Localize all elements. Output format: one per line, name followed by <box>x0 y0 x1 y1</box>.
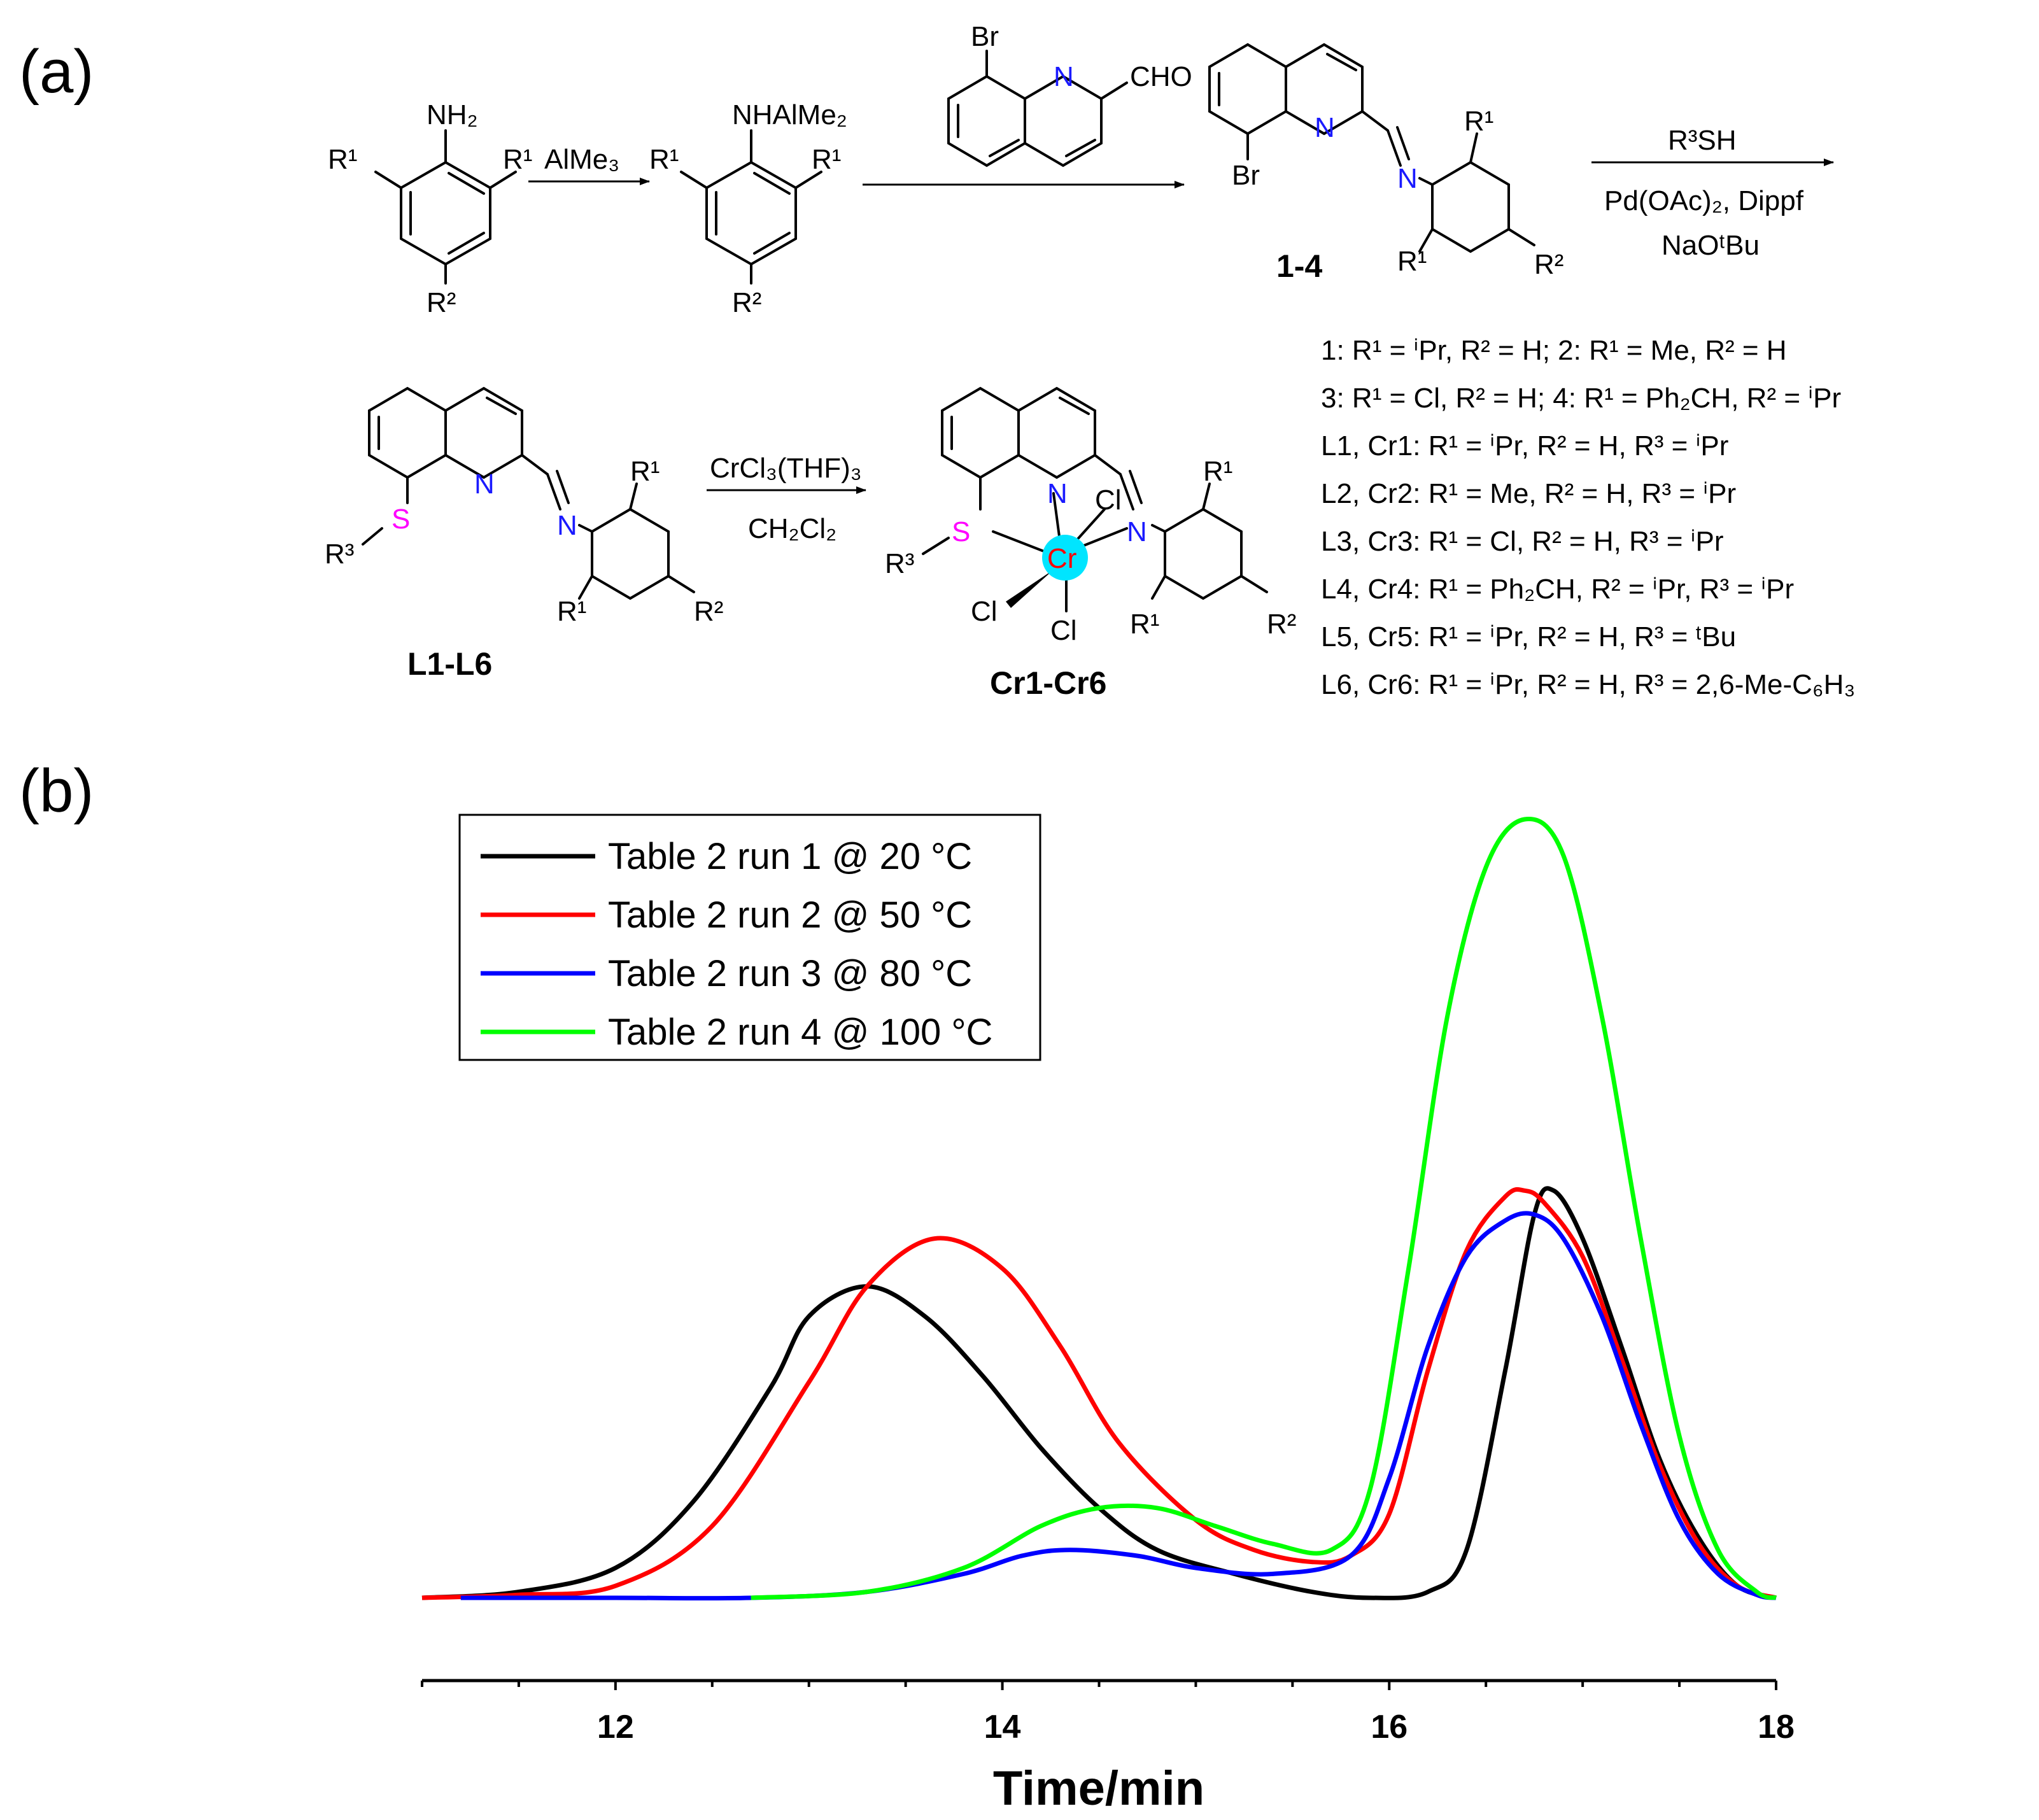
ligand-r3: R³ <box>325 539 354 570</box>
substituent-line-4: L2, Cr2: R¹ = Me, R² = H, R³ = ⁱPr <box>1321 478 1736 509</box>
imine-ring-n: N <box>1315 112 1335 143</box>
x-tick-label: 12 <box>597 1709 634 1746</box>
series-line-2 <box>421 1187 1777 1600</box>
legend-label-3: Table 2 run 3 @ 80 °C <box>608 953 972 994</box>
legend-label-1: Table 2 run 1 @ 20 °C <box>608 836 972 877</box>
imine-n: N <box>1397 163 1418 194</box>
complex-cl-top: Cl <box>1095 484 1122 516</box>
reagent-crcl3: CrCl₃(THF)₃ <box>710 453 862 484</box>
ligand-compound-label: L1-L6 <box>407 646 492 682</box>
aniline-r2: R² <box>427 287 456 318</box>
reagent-base: NaOᵗBu <box>1662 230 1760 261</box>
ligand-r1-top: R¹ <box>630 456 660 487</box>
legend-label-2: Table 2 run 2 @ 50 °C <box>608 894 972 936</box>
aniline-structure: NH₂ R¹ R¹ R² <box>328 99 532 318</box>
nhalme2-label: NHAlMe₂ <box>732 99 847 131</box>
bromo-imine-structure: Br N N R¹ R¹ R² 1-4 <box>1208 43 1563 284</box>
aldehyde-n: N <box>1054 61 1074 92</box>
complex-r3: R³ <box>885 548 914 579</box>
ligand-r1-bottom: R¹ <box>557 596 586 627</box>
complex-r1-top: R¹ <box>1203 456 1232 487</box>
substituent-line-6: L4, Cr4: R¹ = Ph₂CH, R² = ⁱPr, R³ = ⁱPr <box>1321 574 1794 605</box>
substituent-line-3: L1, Cr1: R¹ = ⁱPr, R² = H, R³ = ⁱPr <box>1321 430 1728 462</box>
aluminum-intermediate-structure: NHAlMe₂ R¹ R¹ R² <box>649 99 847 318</box>
series-line-4 <box>751 816 1777 1600</box>
imine-compound-label: 1-4 <box>1276 248 1322 284</box>
reagent-pd-catalyst: Pd(OAc)₂, Dippf <box>1604 185 1804 216</box>
complex-ring-n: N <box>1047 478 1068 509</box>
panel-b: (b) 12 14 16 18 Time/min Table 2 run 1 @ 20… <box>19 757 1795 1816</box>
chromium-complex-structure: Cr N S R³ N Cl Cl Cl R¹ R¹ R² Cr1-Cr6 <box>885 386 1296 701</box>
imine-r1-top: R¹ <box>1464 106 1493 137</box>
imine-r1-bottom: R¹ <box>1397 246 1427 277</box>
complex-cl-bottom: Cl <box>1050 615 1077 646</box>
cr-highlight <box>1042 535 1088 581</box>
legend-label-4: Table 2 run 4 @ 100 °C <box>608 1012 992 1053</box>
complex-cl-left: Cl <box>971 596 998 627</box>
reagent-thiol: R³SH <box>1668 125 1737 156</box>
x-axis-title: Time/min <box>993 1761 1204 1816</box>
aldehyde-cho: CHO <box>1130 61 1192 92</box>
intermediate-r1-left: R¹ <box>649 144 679 175</box>
aniline-r1-right: R¹ <box>503 144 532 175</box>
reagent-almen3: AlMe₃ <box>544 144 619 175</box>
complex-cr: Cr <box>1047 543 1076 574</box>
substituent-line-7: L5, Cr5: R¹ = ⁱPr, R² = H, R³ = ᵗBu <box>1321 621 1736 653</box>
legend-items: Table 2 run 1 @ 20 °C Table 2 run 2 @ 50 … <box>481 836 992 1053</box>
aniline-nh2: NH₂ <box>427 99 478 131</box>
ligand-ring-n: N <box>474 469 495 500</box>
panel-b-label: (b) <box>19 757 94 825</box>
x-tick-label: 14 <box>984 1709 1021 1746</box>
aniline-r1-left: R¹ <box>328 144 357 175</box>
x-axis: 12 14 16 18 Time/min <box>421 1679 1795 1816</box>
x-ticks: 12 14 16 18 <box>421 1681 1795 1746</box>
imine-r2: R² <box>1534 249 1563 280</box>
x-tick-label: 16 <box>1371 1709 1408 1746</box>
series-line-1 <box>421 1186 1777 1600</box>
reagent-solvent: CH₂Cl₂ <box>748 513 836 544</box>
ligand-s: S <box>392 504 410 535</box>
substituent-line-1: 1: R¹ = ⁱPr, R² = H; 2: R¹ = Me, R² = H <box>1321 335 1787 366</box>
imine-br: Br <box>1232 160 1260 191</box>
panel-a-label: (a) <box>19 38 94 106</box>
substituent-list: 1: R¹ = ⁱPr, R² = H; 2: R¹ = Me, R² = H … <box>1321 335 1855 700</box>
ligand-imine-n: N <box>557 510 577 541</box>
intermediate-r2: R² <box>732 287 761 318</box>
substituent-line-8: L6, Cr6: R¹ = ⁱPr, R² = H, R³ = 2,6-Me-C… <box>1321 669 1855 700</box>
complex-compound-label: Cr1-Cr6 <box>990 665 1106 701</box>
bromoquinoline-aldehyde-structure: Br N CHO <box>947 21 1192 167</box>
aldehyde-br: Br <box>971 21 999 52</box>
x-tick-label: 18 <box>1758 1709 1795 1746</box>
complex-imine-n: N <box>1127 516 1147 547</box>
complex-r2: R² <box>1267 609 1296 640</box>
plot-lines <box>421 816 1777 1601</box>
substituent-line-5: L3, Cr3: R¹ = Cl, R² = H, R³ = ⁱPr <box>1321 526 1724 557</box>
complex-r1-bottom: R¹ <box>1130 609 1159 640</box>
panel-a: (a) NH₂ R¹ R¹ R² AlMe₃ <box>19 21 1855 701</box>
substituent-line-2: 3: R¹ = Cl, R² = H; 4: R¹ = Ph₂CH, R² = … <box>1321 383 1841 414</box>
complex-s: S <box>952 516 970 547</box>
intermediate-r1-right: R¹ <box>812 144 841 175</box>
legend: Table 2 run 1 @ 20 °C Table 2 run 2 @ 50 … <box>458 814 1041 1061</box>
ligand-r2: R² <box>694 596 723 627</box>
ligand-structure: N S R³ N R¹ R¹ R² L1-L6 <box>325 386 723 682</box>
